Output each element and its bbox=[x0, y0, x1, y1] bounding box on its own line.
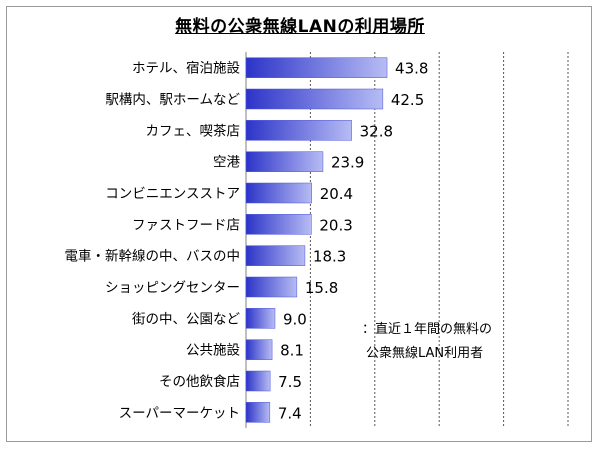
category-label: 空港 bbox=[213, 155, 240, 171]
bar bbox=[245, 214, 312, 235]
bar bbox=[245, 57, 388, 78]
value-labels: 43.8 42.5 32.8 23.9 20.4 20.3 18.3 15.8 9.0 8.1 7.… bbox=[278, 60, 429, 423]
value-label: 7.5 bbox=[278, 373, 302, 391]
category-label: 街の中、公園など bbox=[132, 311, 240, 327]
value-label: 23.9 bbox=[331, 154, 364, 172]
value-label: 8.1 bbox=[280, 342, 304, 360]
bar bbox=[245, 245, 306, 266]
value-label: 18.3 bbox=[313, 248, 346, 266]
bar bbox=[245, 370, 271, 392]
category-label: スーパーマーケット bbox=[119, 405, 240, 421]
value-label: 15.8 bbox=[305, 279, 338, 297]
chart-title: 無料の公衆無線LANの利用場所 bbox=[175, 17, 425, 37]
bar bbox=[245, 276, 298, 298]
category-label: カフェ、喫茶店 bbox=[146, 123, 241, 139]
value-label: 32.8 bbox=[360, 122, 393, 140]
category-label: ショッピングセンター bbox=[105, 280, 240, 296]
note-line-1: ：直近１年間の無料の bbox=[362, 322, 493, 337]
category-label: コンビニエンスストア bbox=[105, 186, 240, 202]
bar bbox=[245, 151, 324, 172]
bar bbox=[245, 88, 384, 110]
category-label: 駅構内、駅ホームなど bbox=[105, 92, 240, 108]
bar bbox=[245, 402, 271, 423]
chart-note: ：直近１年間の無料の 公衆無線LAN利用者 bbox=[362, 318, 492, 366]
bars bbox=[245, 57, 388, 423]
bar bbox=[245, 120, 352, 141]
category-label: 公共施設 bbox=[186, 343, 240, 359]
category-labels: ホテル、宿泊施設駅構内、駅ホームなどカフェ、喫茶店空港コンビニエンスストアファス… bbox=[65, 60, 241, 422]
value-label: 20.4 bbox=[320, 185, 353, 203]
value-label: 9.0 bbox=[283, 310, 307, 328]
bar bbox=[245, 182, 312, 204]
value-label: 20.3 bbox=[319, 216, 352, 234]
bar bbox=[245, 308, 276, 329]
gridlines bbox=[245, 52, 569, 428]
category-label: ファストフード店 bbox=[132, 217, 240, 233]
bar bbox=[245, 339, 273, 360]
value-label: 42.5 bbox=[391, 91, 424, 109]
value-label: 7.4 bbox=[278, 404, 302, 422]
category-label: 電車・新幹線の中、バスの中 bbox=[65, 248, 241, 265]
category-label: ホテル、宿泊施設 bbox=[132, 60, 240, 77]
note-line-2: 公衆無線LAN利用者 bbox=[366, 346, 484, 361]
value-label: 43.8 bbox=[395, 60, 428, 78]
category-label: その他飲食店 bbox=[159, 373, 240, 390]
